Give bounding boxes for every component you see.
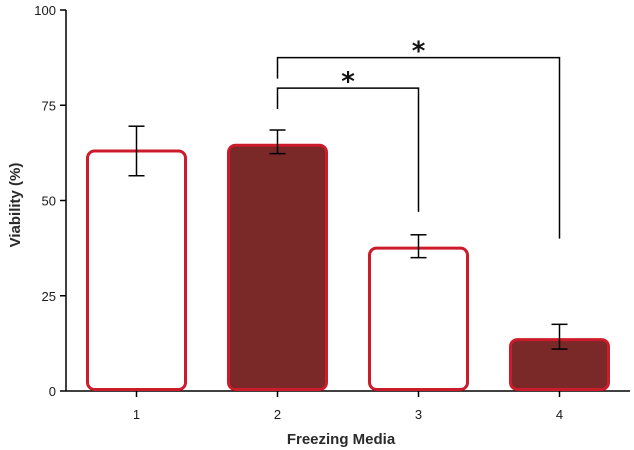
y-axis: 0 25 50 75 100 (34, 3, 67, 399)
bracket-2-3 (276, 87, 420, 212)
x-tick-label: 3 (415, 407, 422, 422)
y-tick-label: 75 (42, 98, 56, 113)
x-axis-title: Freezing Media (287, 431, 396, 448)
x-tick-label: 4 (556, 407, 563, 422)
x-tick-label: 2 (274, 407, 281, 422)
x-axis: 1 2 3 4 (66, 390, 630, 422)
significance-brackets: ** (276, 37, 561, 239)
y-tick-label: 25 (42, 289, 56, 304)
bar-2 (227, 143, 328, 391)
bars (86, 143, 610, 392)
x-tick-label: 1 (133, 407, 140, 422)
error-bars (128, 125, 568, 350)
significance-star: * (412, 37, 426, 67)
y-tick-label: 0 (49, 384, 56, 399)
bar-1 (86, 149, 187, 391)
y-tick-label: 100 (34, 3, 56, 18)
significance-star: * (341, 67, 355, 97)
bracket-2-4 (276, 56, 561, 239)
y-axis-title: Viability (%) (7, 163, 24, 248)
y-tick-label: 50 (42, 194, 56, 209)
bar-3 (368, 246, 469, 391)
